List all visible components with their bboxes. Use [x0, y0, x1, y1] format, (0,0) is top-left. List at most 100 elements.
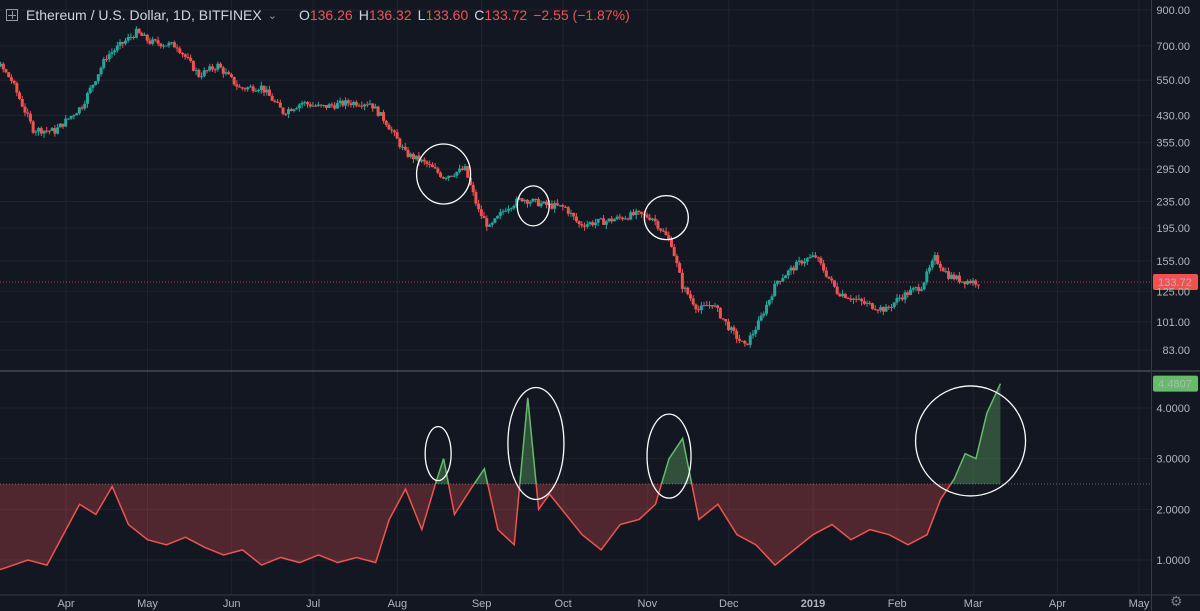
osc-tick-label: 1.0000 [1156, 555, 1190, 567]
candle [879, 304, 883, 313]
candle-body [346, 100, 350, 104]
osc-line-high [434, 383, 1002, 484]
candle [28, 111, 32, 124]
candle [162, 43, 166, 49]
time-tick-label: Nov [638, 598, 658, 610]
candle-body [805, 258, 809, 262]
candle-body [607, 218, 611, 222]
candle-body [653, 218, 657, 222]
candle [292, 108, 296, 113]
candle-body [300, 102, 304, 105]
candle-body [240, 87, 244, 89]
candle [955, 274, 959, 281]
candle-body [566, 207, 570, 214]
candle [735, 328, 739, 344]
candle [428, 160, 432, 168]
candle [767, 299, 771, 307]
candle-body [148, 40, 152, 44]
candle [447, 175, 451, 181]
candle-body [414, 155, 418, 160]
candle [512, 204, 516, 211]
price-tick-label: 155.00 [1156, 256, 1190, 268]
candle [884, 303, 888, 312]
candle [368, 99, 372, 105]
candle-body [297, 104, 301, 109]
candle [564, 205, 568, 208]
candle-body [827, 276, 831, 279]
candle-body [425, 161, 429, 164]
candle-body [194, 69, 198, 71]
candle [588, 221, 592, 227]
candle [811, 252, 815, 258]
candle-body [436, 168, 440, 173]
candle-body [308, 104, 312, 107]
price-change: −2.55 (−1.87%) [533, 7, 630, 23]
candle-body [72, 115, 76, 117]
candle [669, 236, 673, 248]
candle [12, 79, 16, 86]
candle [718, 307, 722, 319]
candle [862, 297, 866, 306]
candle [857, 294, 861, 301]
candle-body [737, 338, 741, 341]
candle [270, 93, 274, 102]
candle-body [669, 238, 673, 248]
candle [132, 35, 136, 40]
candle-body [536, 199, 540, 207]
candle-body [746, 343, 750, 345]
candle [338, 97, 342, 108]
candle-body [650, 218, 654, 220]
candle-body [849, 298, 853, 300]
ohlc-close: C133.72 [474, 7, 528, 23]
candle-body [914, 287, 918, 289]
candle [80, 105, 84, 111]
candle-body [824, 270, 828, 277]
candle-body [561, 205, 565, 207]
candle-body [721, 318, 725, 320]
symbol-title[interactable]: Ethereum / U.S. Dollar, 1D, BITFINEX [26, 7, 262, 23]
candle-body [164, 45, 168, 47]
candle [278, 99, 282, 108]
candle-body [471, 184, 475, 193]
candle [50, 126, 54, 131]
candle [39, 126, 43, 137]
candle-body [341, 100, 345, 106]
chevron-down-icon[interactable]: ⌄ [267, 9, 277, 22]
candle-body [382, 112, 386, 121]
candle-body [890, 307, 894, 309]
candle-body [898, 297, 902, 299]
gear-icon[interactable]: ⚙ [1170, 593, 1183, 609]
candle [354, 100, 358, 108]
candle-body [113, 50, 117, 53]
time-tick-label: Apr [1049, 598, 1066, 610]
candle-body [631, 212, 635, 216]
candle-body [767, 299, 771, 305]
candle-body [235, 84, 239, 87]
candle [596, 218, 600, 227]
candle [746, 343, 750, 346]
candle [686, 286, 690, 296]
candle-body [686, 287, 690, 295]
candle-body [181, 52, 185, 55]
candle-body [873, 308, 877, 310]
candle-body [417, 155, 421, 162]
candle-body [895, 297, 899, 303]
candle [911, 286, 915, 293]
candle-body [974, 280, 978, 285]
candle-body [325, 105, 329, 108]
candle-body [39, 128, 43, 134]
candle [341, 99, 345, 108]
candle-body [295, 108, 299, 110]
candle-body [140, 32, 144, 36]
candle-body [373, 106, 377, 109]
candle-body [466, 166, 470, 178]
candle [85, 91, 89, 108]
candle-body [344, 100, 348, 106]
candle [903, 290, 907, 304]
candle-body [778, 280, 782, 282]
candle-body [390, 129, 394, 131]
candle-body [729, 327, 733, 331]
plus-square-icon[interactable] [6, 9, 18, 21]
candle-body [892, 302, 896, 308]
candle-body [216, 63, 220, 70]
